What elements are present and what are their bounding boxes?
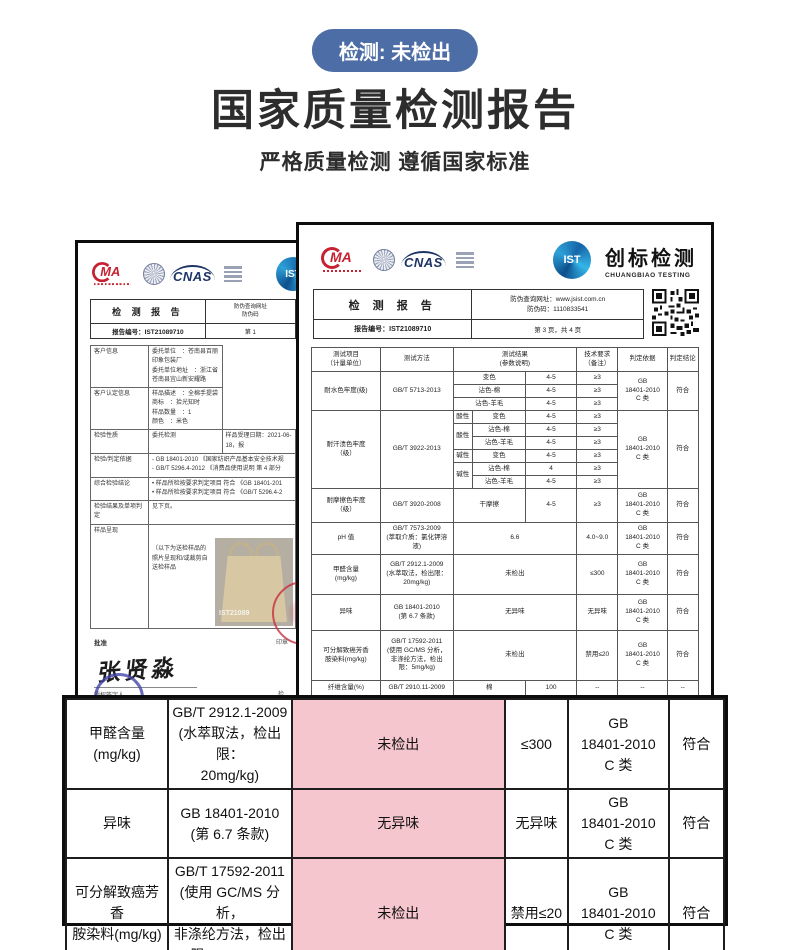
col-header: 判定结论 xyxy=(666,347,700,372)
left-report-title: 检 测 报 告 xyxy=(90,299,206,324)
test-requirement: 禁用≤20 xyxy=(503,857,570,950)
lab-name-cn: 创标检测 xyxy=(605,247,697,270)
table-header-row: 测试项目 （计量单位） 测试方法 测试结果 (参数说明) 技术要求 （备注） 判… xyxy=(311,347,700,372)
info-label: 样品呈现 xyxy=(90,523,149,630)
lab-name-en: CHUANGBIAO TESTING xyxy=(605,271,691,279)
info-value: 委托单位 ：苍南县百丽印象包装厂 委托单位地址 ：浙江省苍南县宜山新安耀路 xyxy=(148,344,223,389)
approve-label: 批准 xyxy=(94,640,107,648)
table-row: 耐汗渍色牢度 （级） GB/T 3922-2013 酸性 变色 4-5 ≥3 G… xyxy=(311,410,700,489)
cnas-logo: CNAS xyxy=(401,250,446,270)
info-value: - GB 18401-2010 《国家纺织产品基本安全技术规 - GB/T 52… xyxy=(148,452,296,478)
sample-caption: （以下为送检样品的照片呈现和/或裁剪自送检样品 xyxy=(152,546,208,571)
left-page-info: 第 1 xyxy=(204,323,297,339)
test-item: 可分解致癌芳香 胺染料(mg/kg) xyxy=(65,857,169,950)
test-result: 未检出 xyxy=(290,698,506,790)
info-label: 客户认定信息 xyxy=(90,387,149,431)
test-result: 未检出 xyxy=(290,857,506,950)
enlarged-results-table: 甲醛含量 (mg/kg) GB/T 2912.1-2009 (水萃取法，检出限：… xyxy=(62,695,728,950)
col-header: 判定依据 xyxy=(617,347,668,372)
test-item: 异味 xyxy=(65,788,169,859)
judge-conclusion: 符合 xyxy=(667,788,726,859)
left-cert-header-table: 检 测 报 告 防伪查询网址 防伪码 报告编号：IST21089710 第 1 xyxy=(90,299,297,339)
iso-seal-icon xyxy=(143,263,165,285)
info-label: 检验/判定依据 xyxy=(90,452,149,478)
table-row: 耐摩擦色牢度 （级） GB/T 3920-2008 干摩擦 4-5 ≥3 GB … xyxy=(311,488,700,523)
cma-logo: MA xyxy=(92,262,134,286)
sample-photo: IST21089 xyxy=(215,538,293,627)
table-row: 可分解致癌芳香 胺染料(mg/kg) GB/T 17592-2011 (使用 G… xyxy=(65,857,726,950)
signature-line: 张贤淼 xyxy=(94,649,197,689)
info-value: 样品受理日期：2021-06-18，报 xyxy=(221,429,296,454)
qr-code xyxy=(652,289,699,336)
table-row: 甲醛含量 (mg/kg) GB/T 2912.1-2009 (水萃取法，检出限：… xyxy=(311,554,700,595)
table-row: 甲醛含量 (mg/kg) GB/T 2912.1-2009 (水萃取法，检出限：… xyxy=(65,698,726,790)
lab-brand: 创标检测 CHUANGBIAO TESTING xyxy=(605,242,697,279)
seal-hint: 印章 xyxy=(275,640,288,647)
right-cert-header-table: 检 测 报 告 防伪查询网址：www.jsist.com.cn 防伪码：1110… xyxy=(312,289,644,339)
table-row: 酸性 沾色-棉 4-5 ≥3 xyxy=(312,423,699,450)
detection-status-label: 检测: 未检出 xyxy=(338,42,452,64)
table-row: 沾色-羊毛 4-5 ≥3 xyxy=(312,475,699,489)
table-row: 耐水色牢度(级) GB/T 5713-2013 变色 4-5 ≥3 GB 184… xyxy=(311,371,700,411)
judge-conclusion: 符合 xyxy=(667,698,726,790)
iso-seal-icon xyxy=(373,249,395,271)
info-label: 检验结果及单项判定 xyxy=(90,500,149,525)
test-method: GB/T 2912.1-2009 (水萃取法，检出限： 20mg/kg) xyxy=(166,698,293,790)
detection-status-badge: 检测: 未检出 xyxy=(311,29,479,72)
right-cert-logos: MA CNAS IST 创标检测 CHUANGBIAO TESTING xyxy=(299,225,711,285)
judge-basis: GB 18401-2010 C 类 xyxy=(567,788,670,859)
col-header: 测试结果 (参数说明) xyxy=(452,347,578,372)
left-cert-logos: MA CNAS IST xyxy=(78,243,304,295)
judge-conclusion: 符合 xyxy=(667,857,726,950)
info-value: • 样品所检按要求判定项目 符合 《GB 18401-201 • 样品所检按要求… xyxy=(148,476,296,502)
photo-watermark: IST21089 xyxy=(219,610,250,618)
right-page-info: 第 3 页，共 4 页 xyxy=(471,319,644,339)
right-antifake-info: 防伪查询网址：www.jsist.com.cn 防伪码：1110833541 xyxy=(471,289,644,320)
info-value: 委托检测 xyxy=(148,429,223,454)
info-label: 综合检验结论 xyxy=(90,476,149,502)
accreditation-text-block xyxy=(223,266,242,282)
test-item: 甲醛含量 (mg/kg) xyxy=(65,698,169,790)
info-value: 见下页。 xyxy=(148,500,296,525)
info-label: 检验性质 xyxy=(90,429,149,454)
test-requirement: 无异味 xyxy=(503,788,570,859)
table-row: 碱性 变色 4-5 ≥3 xyxy=(312,449,699,463)
table-row: 沾色-羊毛 4-5 ≥3 xyxy=(312,397,699,411)
right-report-title: 检 测 报 告 xyxy=(312,289,473,320)
table-row: pH 值 GB/T 7573-2009 (萃取介质：氯化钾溶 液) 6.6 4.… xyxy=(311,522,700,555)
col-header: 测试项目 （计量单位） xyxy=(311,347,381,372)
col-header: 测试方法 xyxy=(379,347,454,372)
left-antifake-info: 防伪查询网址 防伪码 xyxy=(204,299,297,324)
right-report-number: 报告编号：IST21089710 xyxy=(312,319,473,339)
certificate-page-3: MA CNAS IST 创标检测 CHUANGBIAO TESTING 检 测 … xyxy=(296,222,714,704)
page-subtitle: 严格质量检测 遵循国家标准 xyxy=(259,151,531,174)
test-result: 无异味 xyxy=(290,788,506,859)
table-row: 异味 GB 18401-2010 (第 6.7 条款) 无异味 无异味 GB 1… xyxy=(311,594,700,631)
judge-basis: GB 18401-2010 C 类 xyxy=(567,857,670,950)
table-row: 可分解致癌芳香 胺染料(mg/kg) GB/T 17592-2011 (使用 G… xyxy=(311,630,700,681)
judge-basis: GB 18401-2010 C 类 xyxy=(567,698,670,790)
right-cert-header-row: 检 测 报 告 防伪查询网址：www.jsist.com.cn 防伪码：1110… xyxy=(312,289,699,339)
page-title: 国家质量检测报告 xyxy=(211,87,579,135)
info-value: 样品描述 ：全棉手提袋 商标 ：拾光知时 样品数量 ：1 颜色 ：米色 xyxy=(148,387,223,431)
sample-cell: IST21089 （以下为送检样品的照片呈现和/或裁剪自送检样品 xyxy=(148,523,296,630)
cnas-logo: CNAS xyxy=(170,264,215,284)
ist-logo: IST xyxy=(553,241,591,279)
results-table-page3: 测试项目 （计量单位） 测试方法 测试结果 (参数说明) 技术要求 （备注） 判… xyxy=(311,347,700,697)
table-row: 沾色-羊毛 4-5 ≥3 xyxy=(312,436,699,450)
left-report-number: 报告编号：IST21089710 xyxy=(90,323,206,339)
left-cert-info-table: 客户信息 委托单位 ：苍南县百丽印象包装厂 委托单位地址 ：浙江省苍南县宜山新安… xyxy=(90,344,296,630)
accreditation-text-block xyxy=(455,252,474,268)
table-row: 碱性 沾色-棉 4 ≥3 xyxy=(312,462,699,489)
col-header: 技术要求 （备注） xyxy=(576,347,619,372)
cma-logo: MA xyxy=(321,247,367,273)
table-row: 异味 GB 18401-2010 (第 6.7 条款) 无异味 无异味 GB 1… xyxy=(65,788,726,859)
test-requirement: ≤300 xyxy=(503,698,570,790)
test-method: GB 18401-2010 (第 6.7 条款) xyxy=(166,788,293,859)
test-method: GB/T 17592-2011 (使用 GC/MS 分析， 非涤纶方法，检出 限… xyxy=(166,857,293,950)
certificate-page-1: MA CNAS IST 检 测 报 告 防伪查询网址 防伪码 报告编号：IST2… xyxy=(75,240,307,702)
info-label: 客户信息 xyxy=(90,344,149,389)
